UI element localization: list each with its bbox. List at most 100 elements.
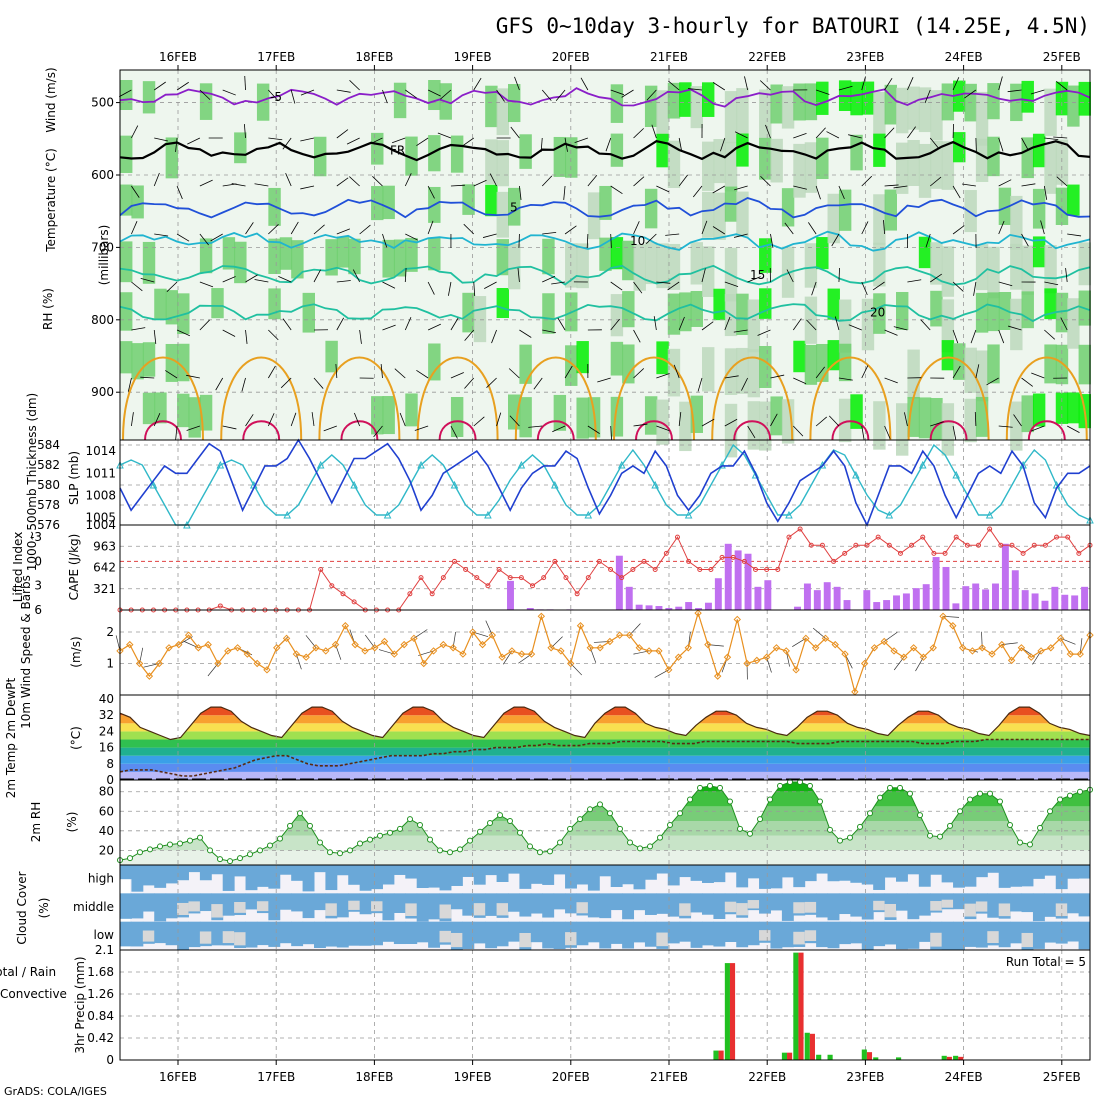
wind-barb [541,89,552,101]
thickness-tick-label: 582 [37,458,60,472]
cloud-low-bar [644,921,657,947]
slp-axis-label: SLP (mb) [67,451,81,505]
rh-shade [325,239,338,276]
rh-shade [234,241,247,284]
cloud-low-bar [188,921,201,948]
wind-barb [861,281,868,296]
cloud-middle-bar [770,893,783,911]
rh-point [857,823,863,830]
rh-point [707,782,713,789]
rh-point [667,821,673,828]
rh-point [837,837,843,844]
rh-point [947,822,953,829]
rh-shade [165,137,179,179]
wind-barb [564,225,577,235]
rh-shade [1032,393,1046,427]
wind-barb [382,233,388,248]
cape-tick-label: 321 [93,582,116,596]
rh-shade [336,236,350,268]
wind-barb [744,76,749,91]
rh-point [757,816,763,823]
cloud-low-bar [1032,921,1045,949]
pressure-tick-label: 500 [91,96,114,110]
cloud-low-bar [907,921,920,949]
cloud-low-bar [279,921,292,944]
wind-barb [646,89,657,101]
wind-speed-point [1047,644,1055,652]
wind-barb [884,77,893,91]
rh-shade [861,81,875,115]
wind-barb [975,364,980,379]
cloud-high-bar [759,865,771,889]
li-point [1065,534,1071,540]
wind-speed-point [351,640,359,649]
rh-tick-label: 60 [99,804,114,818]
rh-shade [268,238,281,274]
wind-speed-point [753,656,761,665]
li-point [853,542,859,548]
rh-shade [382,239,395,278]
cape-bar [1081,586,1089,610]
wind-barb [580,77,589,91]
wind-barb [925,233,931,248]
wind-speed-point [831,640,839,649]
li-point [563,575,569,581]
rh-point [917,812,923,819]
wind-barb [222,329,236,337]
cape-bar [912,588,920,610]
cloud-low-bar [336,921,349,948]
wind-barb [186,425,201,431]
cape-bar [1001,543,1009,610]
wind-barb [793,185,808,190]
cloud-high-bar [747,865,760,879]
wind-speed-point [821,634,830,643]
wind-barb [336,89,351,93]
warm-contour [635,420,673,441]
cloud-high-bar [690,865,703,881]
rh-shade [816,137,829,180]
cloud-high-bar [622,865,635,885]
rh-shade [747,299,761,353]
thickness-marker [751,470,760,479]
wind-barb [199,233,209,246]
rh-shade [713,192,726,240]
wind-barb [838,85,853,91]
wind-barb [380,364,383,379]
chart-title: GFS 0~10day 3-hourly for BATOURI (14.25E… [496,14,1090,38]
cloud-gap [439,904,452,919]
rh-point [357,840,363,847]
cape-bar [1061,594,1069,610]
rh-shade [838,189,852,231]
rh-point [147,846,153,853]
cloud-gap [793,902,806,914]
wind-speed-point [841,650,849,658]
cape-bar [1021,590,1029,610]
rh-point [787,778,793,785]
cloud-gap [998,903,1011,917]
rh-shade [1067,85,1080,127]
wind-speed-point [684,644,692,652]
cloud-high-bar [336,865,349,876]
cloud-high-bar [234,865,247,877]
wind-barb [176,185,183,200]
wind-barb [907,126,916,139]
cloud-gap [256,901,269,912]
rh-point [207,847,213,854]
rh-shade [781,86,795,129]
cloud-low-bar [359,921,372,946]
li-point [451,558,457,564]
rh-point [497,812,503,819]
cloud-gap [987,931,1000,944]
cloud-high-bar [610,865,623,887]
cloud-high-bar [462,865,475,877]
thickness-marker [216,460,225,469]
rh-shade [165,343,179,382]
rh-shade [1078,242,1091,286]
wind-speed-point [312,644,320,652]
li-point [474,575,480,581]
cloud-high-bar [656,865,669,874]
rh-shade [644,396,658,435]
wind-barb [793,425,804,437]
rh-shade [702,141,715,191]
rh-point [477,828,483,835]
